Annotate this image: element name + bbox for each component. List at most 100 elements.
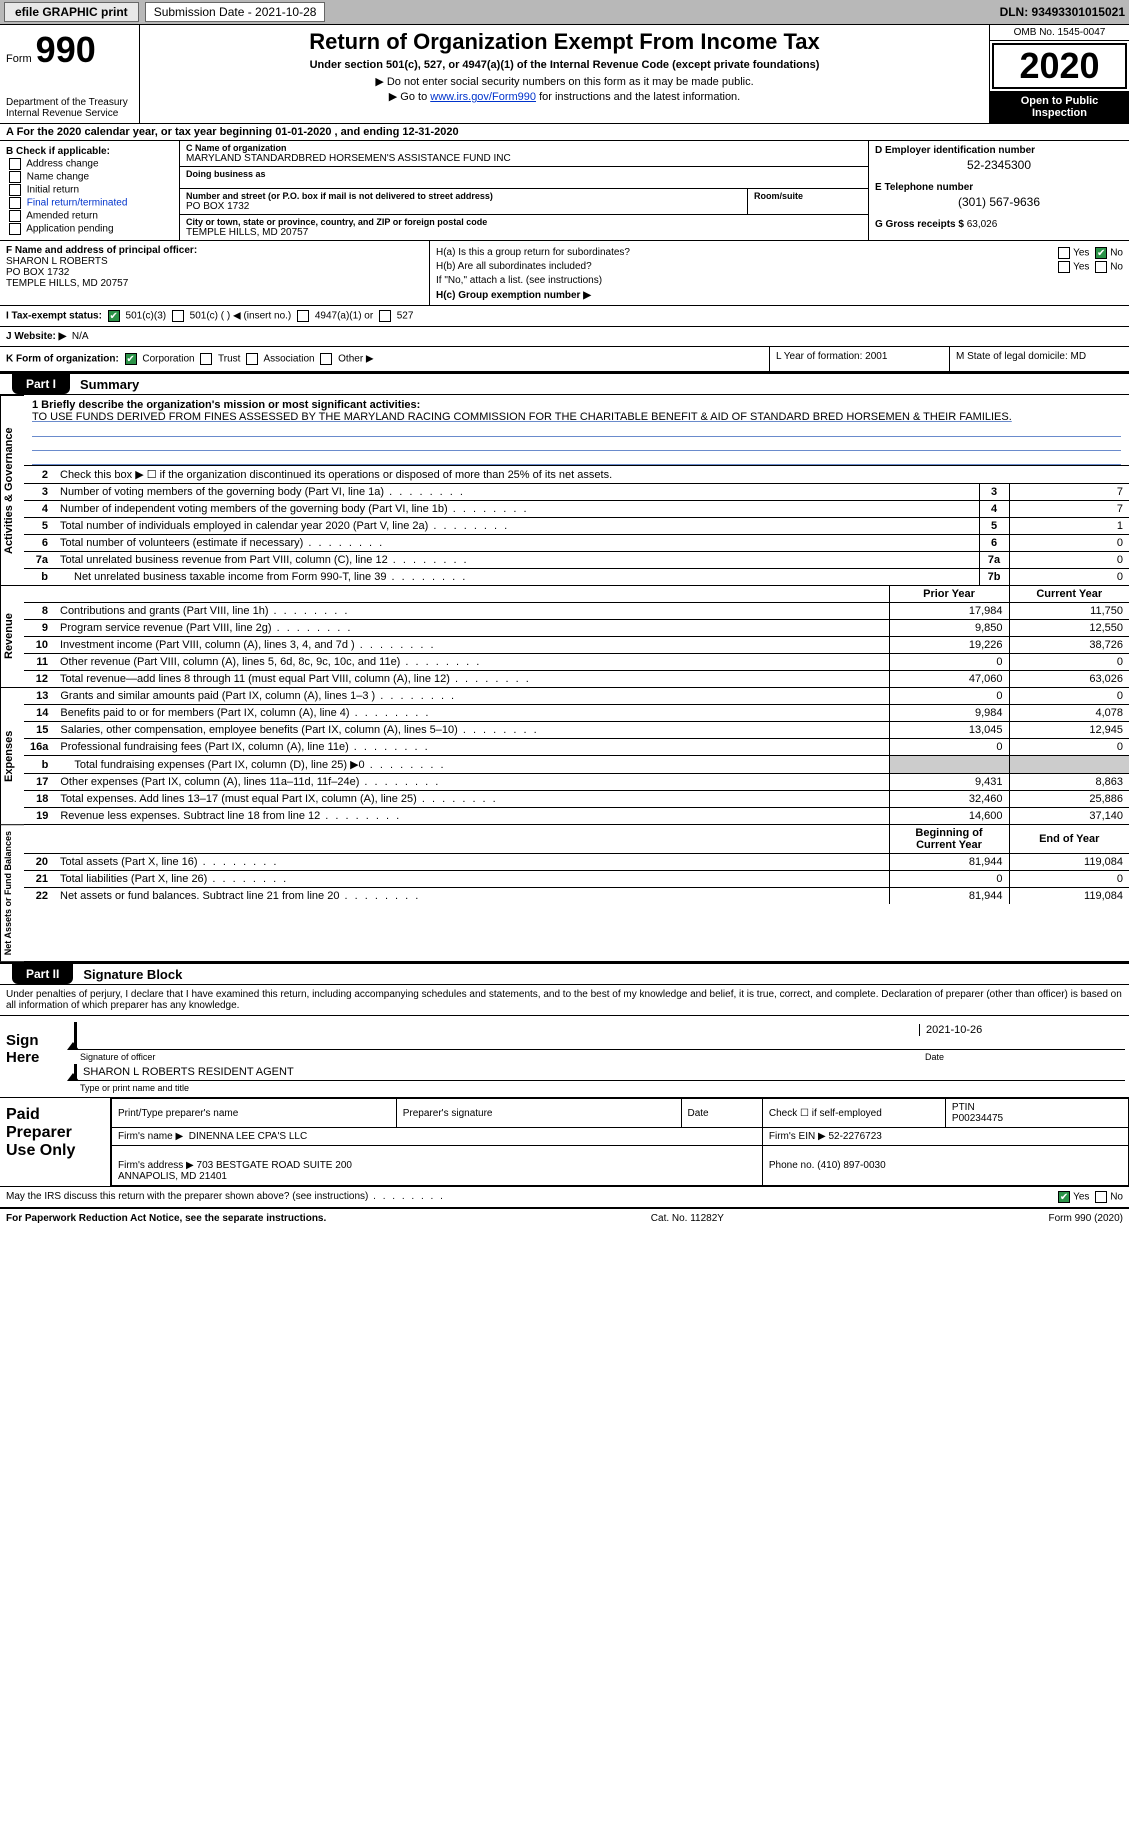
table-row: 21Total liabilities (Part X, line 26)00 <box>24 871 1129 888</box>
line-j-website: J Website: ▶ N/A <box>0 327 1129 347</box>
form-title: Return of Organization Exempt From Incom… <box>148 29 981 55</box>
paperwork-notice: For Paperwork Reduction Act Notice, see … <box>6 1213 326 1224</box>
form-subtitle: Under section 501(c), 527, or 4947(a)(1)… <box>148 59 981 71</box>
paid-preparer-block: Paid Preparer Use Only Print/Type prepar… <box>0 1098 1129 1187</box>
line-i-tax-status: I Tax-exempt status: ✔ 501(c)(3) 501(c) … <box>0 306 1129 327</box>
line-a-tax-year: A For the 2020 calendar year, or tax yea… <box>0 124 1129 141</box>
ein-value: 52-2345300 <box>875 158 1123 172</box>
table-row: 7aTotal unrelated business revenue from … <box>24 552 1129 569</box>
table-row: 3Number of voting members of the governi… <box>24 484 1129 501</box>
penalties-declaration: Under penalties of perjury, I declare th… <box>0 985 1129 1016</box>
table-row: 19Revenue less expenses. Subtract line 1… <box>24 808 1129 825</box>
table-row: 12Total revenue—add lines 8 through 11 (… <box>24 671 1129 688</box>
box-e-phone: E Telephone number (301) 567-9636 <box>875 182 1123 209</box>
preparer-date-col: Date <box>681 1099 762 1128</box>
side-label-expenses: Expenses <box>0 687 24 824</box>
form-note-2: ▶ Go to www.irs.gov/Form990 for instruct… <box>148 90 981 103</box>
chk-527[interactable] <box>379 310 391 322</box>
chk-501c[interactable] <box>172 310 184 322</box>
signature-date: 2021-10-26 <box>919 1024 1119 1036</box>
chk-application-pending[interactable]: Application pending <box>6 223 173 235</box>
table-row: 8Contributions and grants (Part VIII, li… <box>24 603 1129 620</box>
chk-corporation[interactable]: ✔ <box>125 353 137 365</box>
preparer-sig-col: Preparer's signature <box>396 1099 681 1128</box>
box-d-ein: D Employer identification number 52-2345… <box>875 145 1123 172</box>
department-label: Department of the Treasury Internal Reve… <box>6 97 133 119</box>
table-row: 10Investment income (Part VIII, column (… <box>24 637 1129 654</box>
table-row: 14Benefits paid to or for members (Part … <box>24 705 1129 722</box>
public-inspection-badge: Open to Public Inspection <box>990 91 1129 123</box>
chk-4947[interactable] <box>297 310 309 322</box>
revenue-section: Revenue Prior YearCurrent Year8Contribut… <box>0 585 1129 687</box>
mission-text: TO USE FUNDS DERIVED FROM FINES ASSESSED… <box>32 411 1121 423</box>
org-info-grid: B Check if applicable: Address change Na… <box>0 141 1129 241</box>
omb-number: OMB No. 1545-0047 <box>990 25 1129 41</box>
preparer-self-employed[interactable]: Check ☐ if self-employed <box>762 1099 945 1128</box>
org-street: PO BOX 1732 <box>186 201 741 212</box>
org-name: MARYLAND STANDARDBRED HORSEMEN'S ASSISTA… <box>186 153 862 164</box>
box-b-checkboxes: B Check if applicable: Address change Na… <box>0 141 180 240</box>
officer-addr1: PO BOX 1732 <box>6 267 423 278</box>
website-value: N/A <box>72 331 89 342</box>
year-of-formation: L Year of formation: 2001 <box>769 347 949 371</box>
table-row: 5Total number of individuals employed in… <box>24 518 1129 535</box>
sign-here-label: Sign Here <box>0 1016 70 1097</box>
table-row: 9Program service revenue (Part VIII, lin… <box>24 620 1129 637</box>
irs-link[interactable]: www.irs.gov/Form990 <box>430 91 536 103</box>
paid-preparer-label: Paid Preparer Use Only <box>0 1098 110 1186</box>
side-label-net-assets: Net Assets or Fund Balances <box>0 824 24 961</box>
chk-discuss-no[interactable] <box>1095 1191 1107 1203</box>
officer-name: SHARON L ROBERTS <box>6 256 423 267</box>
part-2-header: Part II Signature Block <box>0 962 1129 985</box>
box-f-officer: F Name and address of principal officer:… <box>0 241 430 305</box>
preparer-name-col: Print/Type preparer's name <box>112 1099 397 1128</box>
form-number: 990 <box>36 29 96 71</box>
line-k-form-org: K Form of organization: ✔ Corporation Tr… <box>0 347 1129 372</box>
part-1-header: Part I Summary <box>0 372 1129 395</box>
table-header-row: Beginning of Current YearEnd of Year <box>24 825 1129 854</box>
table-row: 22Net assets or fund balances. Subtract … <box>24 888 1129 905</box>
chk-amended-return[interactable]: Amended return <box>6 210 173 222</box>
table-row: 15Salaries, other compensation, employee… <box>24 722 1129 739</box>
officer-signature-name: SHARON L ROBERTS RESIDENT AGENT <box>83 1066 1119 1078</box>
firm-phone: Phone no. (410) 897-0030 <box>762 1146 1128 1186</box>
officer-addr2: TEMPLE HILLS, MD 20757 <box>6 278 423 289</box>
table-row: bNet unrelated business taxable income f… <box>24 569 1129 586</box>
governance-section: Activities & Governance 1 Briefly descri… <box>0 395 1129 585</box>
table-row: 20Total assets (Part X, line 16)81,94411… <box>24 854 1129 871</box>
table-row: 11Other revenue (Part VIII, column (A), … <box>24 654 1129 671</box>
table-row: 2Check this box ▶ ☐ if the organization … <box>24 466 1129 484</box>
table-header-row: Prior YearCurrent Year <box>24 586 1129 603</box>
chk-association[interactable] <box>246 353 258 365</box>
side-label-governance: Activities & Governance <box>0 395 24 585</box>
chk-final-return[interactable]: Final return/terminated <box>6 197 173 209</box>
firm-name: Firm's name ▶ DINENNA LEE CPA'S LLC <box>112 1128 763 1146</box>
sign-here-block: Sign Here 2021-10-26 Signature of office… <box>0 1016 1129 1098</box>
table-row: 18Total expenses. Add lines 13–17 (must … <box>24 791 1129 808</box>
catalog-number: Cat. No. 11282Y <box>651 1213 724 1224</box>
preparer-ptin: PTINP00234475 <box>945 1099 1128 1128</box>
expenses-section: Expenses 13Grants and similar amounts pa… <box>0 687 1129 824</box>
efile-graphic-print-button[interactable]: efile GRAPHIC print <box>4 2 139 22</box>
chk-discuss-yes[interactable]: ✔ <box>1058 1191 1070 1203</box>
gross-receipts-value: 63,026 <box>967 219 998 230</box>
table-row: 16aProfessional fundraising fees (Part I… <box>24 739 1129 756</box>
table-row: bTotal fundraising expenses (Part IX, co… <box>24 756 1129 774</box>
table-row: 13Grants and similar amounts paid (Part … <box>24 688 1129 705</box>
chk-other[interactable] <box>320 353 332 365</box>
irs-discuss-row: May the IRS discuss this return with the… <box>0 1187 1129 1208</box>
chk-initial-return[interactable]: Initial return <box>6 184 173 196</box>
submission-date-badge: Submission Date - 2021-10-28 <box>145 2 326 22</box>
table-row: 4Number of independent voting members of… <box>24 501 1129 518</box>
chk-trust[interactable] <box>200 353 212 365</box>
table-row: 17Other expenses (Part IX, column (A), l… <box>24 774 1129 791</box>
state-of-domicile: M State of legal domicile: MD <box>949 347 1129 371</box>
officer-group-row: F Name and address of principal officer:… <box>0 241 1129 306</box>
top-toolbar: efile GRAPHIC print Submission Date - 20… <box>0 0 1129 25</box>
chk-name-change[interactable]: Name change <box>6 171 173 183</box>
chk-501c3[interactable]: ✔ <box>108 310 120 322</box>
box-c-org-name-addr: C Name of organization MARYLAND STANDARD… <box>180 141 869 240</box>
firm-ein: Firm's EIN ▶ 52-2276723 <box>762 1128 1128 1146</box>
chk-address-change[interactable]: Address change <box>6 158 173 170</box>
table-row: 6Total number of volunteers (estimate if… <box>24 535 1129 552</box>
